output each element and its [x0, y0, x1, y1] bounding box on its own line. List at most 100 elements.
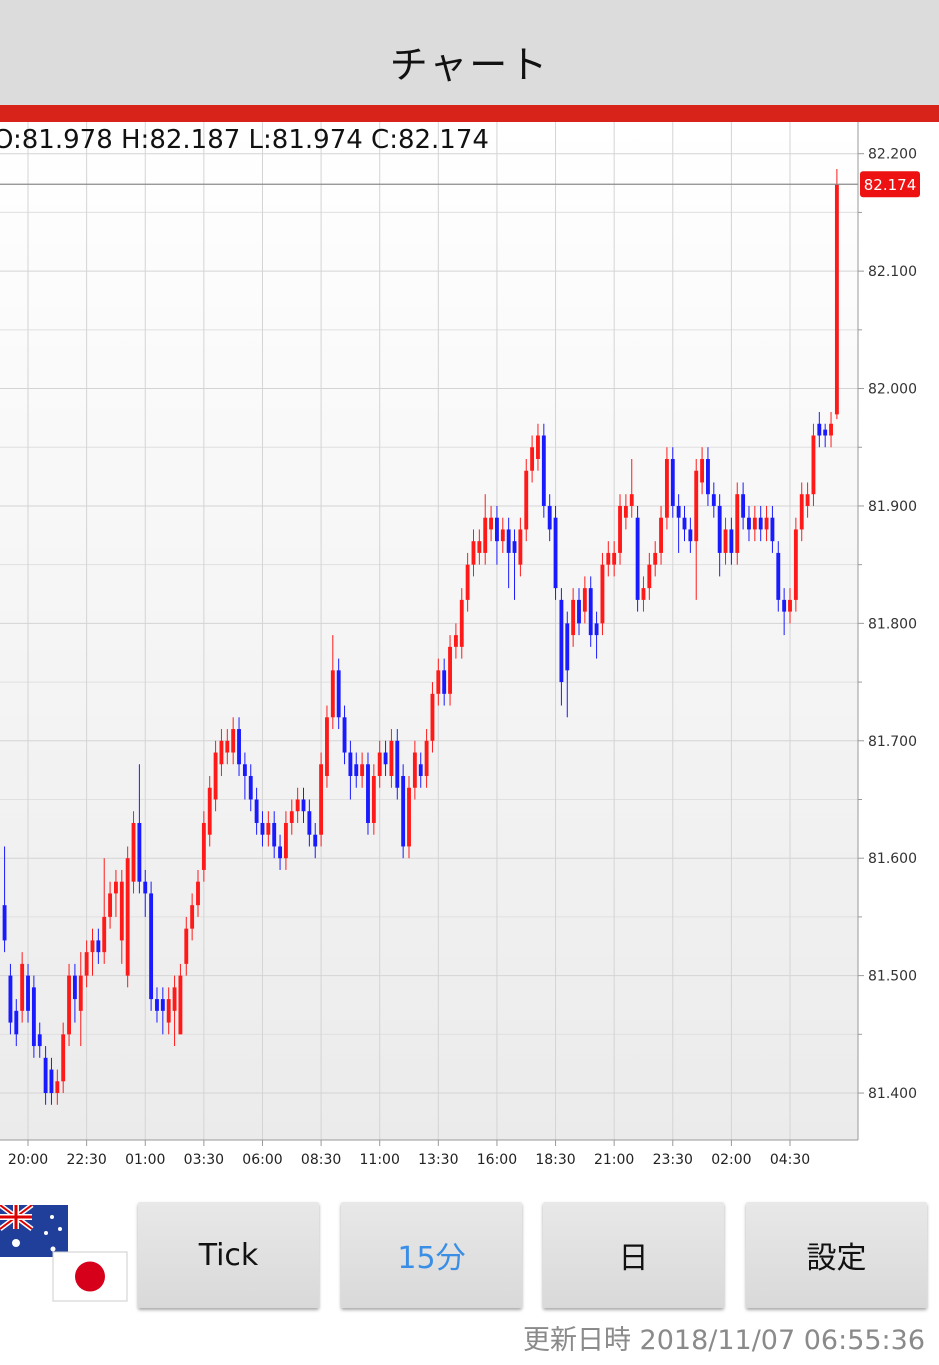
candle-body [407, 787, 411, 847]
candle-body [577, 599, 581, 624]
candle-body [448, 646, 452, 694]
candle-body [395, 740, 400, 788]
x-tick-label: 06:00 [242, 1152, 282, 1168]
candle-body [430, 693, 435, 741]
candle-body [483, 517, 488, 553]
x-tick-label: 21:00 [594, 1152, 634, 1168]
candle-body [184, 928, 189, 964]
candle-body [594, 623, 599, 636]
candle-body [706, 458, 710, 495]
candle-body [565, 623, 570, 671]
y-tick-label: 82.000 [868, 382, 917, 398]
candle-body [735, 494, 740, 553]
candle-body [319, 764, 324, 835]
y-tick-label: 81.800 [868, 616, 917, 632]
candle-body [14, 1010, 19, 1035]
y-tick-label: 81.500 [868, 969, 917, 985]
candle-body [237, 729, 241, 765]
candle-body [729, 529, 734, 553]
candlestick-chart: 81.400 81.500 81.600 81.700 81.800 81.900 82.0… [0, 122, 920, 1168]
y-tick-label: 82.200 [868, 147, 917, 163]
tick-button[interactable]: Tick [138, 1202, 319, 1308]
candle-body [289, 811, 294, 823]
candle-body [336, 670, 341, 718]
candle-body [747, 517, 751, 530]
candle-body [37, 1034, 42, 1047]
candle-body [536, 435, 540, 459]
x-tick-label: 18:30 [535, 1152, 575, 1168]
candle-body [688, 529, 693, 542]
candle-body [55, 1081, 60, 1094]
axes: 81.400 81.500 81.600 81.700 81.800 81.900 82.0… [0, 122, 920, 1168]
y-tick-label: 82.100 [868, 264, 917, 280]
last-price-label: 82.174 [864, 176, 917, 194]
candle-body [670, 458, 675, 506]
settings-button[interactable]: 設定 [746, 1202, 927, 1308]
candle-body [530, 447, 535, 471]
candle-body [43, 1057, 48, 1094]
candle-body [166, 999, 171, 1023]
candle-body [272, 822, 277, 847]
candle-body [248, 776, 253, 800]
candle-body [793, 529, 798, 600]
candle-body [377, 752, 382, 777]
candle-body [659, 517, 663, 553]
candle-body [360, 764, 365, 777]
candle-body [571, 599, 576, 636]
candle-body [207, 787, 212, 835]
candle-body [20, 963, 25, 1011]
candle-body [190, 905, 195, 929]
candle-body [90, 940, 95, 953]
candle-body [758, 517, 763, 530]
candle-body [313, 834, 318, 847]
candle-body [442, 670, 447, 694]
x-tick-label: 03:30 [184, 1152, 224, 1168]
plot-background [0, 122, 858, 1140]
candle-body [711, 494, 716, 506]
x-tick-label: 22:30 [66, 1152, 106, 1168]
candle-body [518, 529, 523, 565]
currency-flags [0, 1205, 128, 1302]
candle-body [61, 1034, 66, 1082]
accent-bar [0, 105, 939, 122]
candle-body [2, 905, 7, 941]
candle-body [96, 940, 101, 953]
candle-body [682, 517, 687, 530]
candle-body [125, 858, 130, 976]
candle-body [805, 494, 810, 506]
x-tick-label: 20:00 [8, 1152, 48, 1168]
y-tick-label: 81.400 [868, 1086, 917, 1102]
day-button[interactable]: 日 [543, 1202, 724, 1308]
candle-body [307, 811, 312, 835]
candle-body [225, 740, 230, 753]
candle-body [664, 458, 669, 518]
candle-body [143, 881, 148, 894]
candle-body [453, 635, 458, 647]
x-tick-label: 02:00 [711, 1152, 751, 1168]
candle-body [723, 529, 728, 553]
candle-body [102, 916, 107, 953]
candle-body [31, 987, 36, 1047]
candle-body [629, 494, 634, 506]
candle-body [512, 541, 517, 553]
candle-body [178, 975, 183, 1035]
candle-body [618, 505, 622, 553]
x-tick-label: 23:30 [653, 1152, 693, 1168]
interval-button[interactable]: 15分 [341, 1202, 522, 1308]
candle-body [834, 184, 839, 415]
x-tick-label: 16:00 [477, 1152, 517, 1168]
candles [2, 168, 839, 1105]
candle-body [495, 517, 499, 542]
candle-body [131, 822, 136, 882]
candle-body [330, 670, 335, 718]
candle-body [489, 517, 494, 530]
candle-body [389, 740, 394, 777]
candle-body [459, 599, 464, 647]
candle-body [588, 588, 593, 636]
candle-body [366, 764, 370, 823]
candle-body [254, 799, 259, 823]
candle-body [788, 599, 792, 612]
candle-body [418, 764, 423, 777]
candle-body [137, 822, 142, 882]
